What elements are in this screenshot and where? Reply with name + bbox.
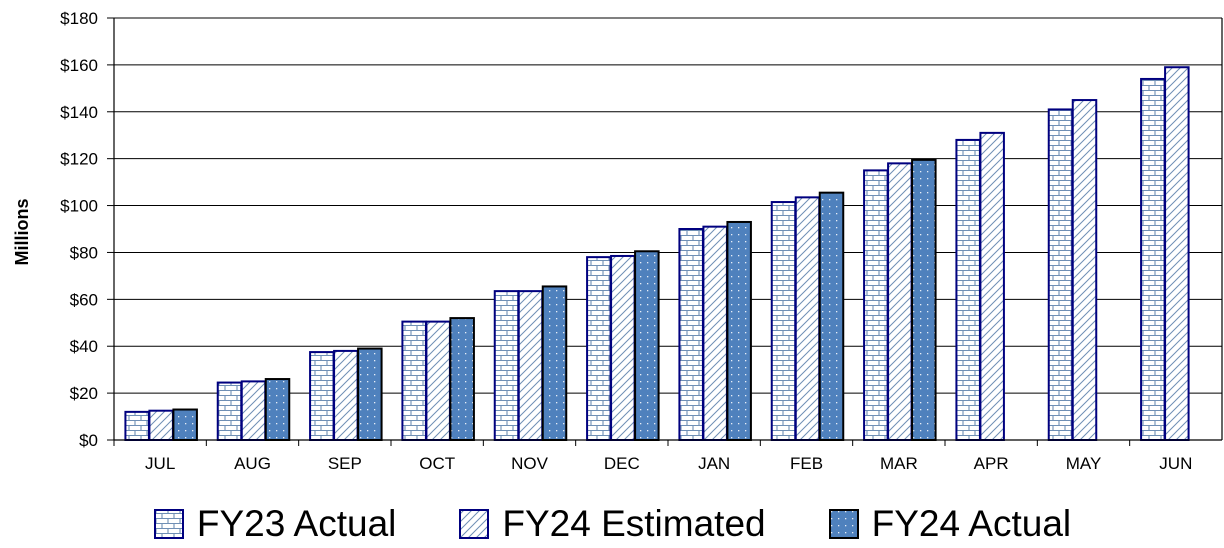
bar-fy23-actual <box>955 138 981 442</box>
legend-item-fy24-actual: FY24 Actual <box>828 503 1072 545</box>
y-tick-label: $140 <box>60 103 98 122</box>
legend: FY23 Actual FY24 Estimated FY24 Actual <box>0 500 1224 548</box>
legend-swatch-fy24-actual <box>828 509 859 539</box>
y-tick-label: $0 <box>79 431 98 450</box>
legend-label-fy24-estimated: FY24 Estimated <box>502 503 766 544</box>
bar-fy24-estimated <box>1164 66 1190 441</box>
bar-fy23-actual <box>678 228 704 441</box>
bar-fy24-actual <box>818 191 845 441</box>
x-tick-label: JUL <box>145 454 175 473</box>
bar-chart: Millions $0 $20 $40 $60 $80 $100 $120 $140 $160 $… <box>12 9 1223 473</box>
bar-fy24-actual <box>357 347 383 442</box>
bar-fy23-actual <box>401 320 427 442</box>
bar-fy24-estimated <box>794 196 821 441</box>
bar-fy24-estimated <box>887 162 913 441</box>
bar-fy23-actual <box>1140 77 1166 441</box>
y-tick-label: $80 <box>70 243 98 262</box>
y-tick-label: $180 <box>60 9 98 28</box>
legend-label-fy24-actual: FY24 Actual <box>871 503 1072 544</box>
x-tick-label: JAN <box>698 454 730 473</box>
y-tick-label: $160 <box>60 56 98 75</box>
bar-fy24-estimated <box>702 225 728 441</box>
bar-fy24-actual <box>911 158 937 441</box>
x-tick-label: FEB <box>790 454 823 473</box>
legend-item-fy24-estimated: FY24 Estimated <box>458 503 766 545</box>
bar-fy24-actual <box>634 250 660 441</box>
bar-fy24-estimated <box>148 409 174 442</box>
x-tick-label: DEC <box>604 454 640 473</box>
bar-fy24-estimated <box>517 290 544 441</box>
x-tick-label: SEP <box>328 454 362 473</box>
bar-fy24-actual <box>264 378 291 441</box>
legend-item-fy23-actual: FY23 Actual <box>153 503 397 545</box>
y-tick-label: $60 <box>70 290 98 309</box>
bar-fy24-actual <box>541 285 568 442</box>
y-tick-label: $120 <box>60 150 98 169</box>
y-tick-label: $100 <box>60 197 98 216</box>
legend-swatch-fy23-actual <box>153 509 184 539</box>
bar-fy24-actual <box>726 220 752 441</box>
x-tick-label: APR <box>974 454 1009 473</box>
x-tick-label: OCT <box>419 454 455 473</box>
bar-fy23-actual <box>586 256 612 441</box>
bar-fy24-actual <box>172 408 198 441</box>
x-tick-label: AUG <box>234 454 271 473</box>
bar-fy24-estimated <box>1071 99 1098 442</box>
bar-fy23-actual <box>1047 108 1074 442</box>
bar-fy23-actual <box>124 410 150 442</box>
bar-fy24-estimated <box>240 380 267 441</box>
bar-fy23-actual <box>309 351 335 442</box>
x-tick-label: JUN <box>1159 454 1192 473</box>
x-tick-label: NOV <box>511 454 549 473</box>
y-tick-label: $20 <box>70 384 98 403</box>
y-axis-label: Millions <box>12 199 32 266</box>
x-tick-label: MAR <box>880 454 918 473</box>
y-tick-label: $40 <box>70 337 98 356</box>
bar-fy24-estimated <box>425 320 451 442</box>
bar-fy24-actual <box>449 317 475 442</box>
bar-fy23-actual <box>770 201 797 441</box>
bar-fy24-estimated <box>610 254 636 441</box>
bar-fy24-estimated <box>333 349 359 441</box>
bar-fy24-estimated <box>979 131 1005 441</box>
bar-fy23-actual <box>493 290 520 441</box>
legend-label-fy23-actual: FY23 Actual <box>196 503 397 544</box>
bar-fy23-actual <box>216 381 243 441</box>
x-tick-label: MAY <box>1066 454 1102 473</box>
legend-swatch-fy24-estimated <box>459 509 490 539</box>
bar-fy23-actual <box>863 169 889 441</box>
